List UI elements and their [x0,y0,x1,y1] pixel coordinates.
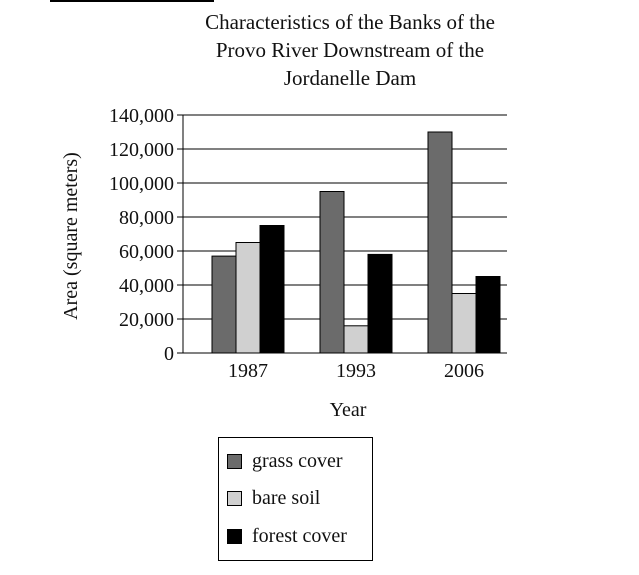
bar-grass-cover-1993 [319,191,345,354]
x-tick-label: 1987 [228,360,268,382]
axes [177,114,507,354]
legend-swatch-forest-cover [227,528,242,544]
chart-title: Characteristics of the Banks of the Prov… [150,8,550,92]
bar-grass-cover-1987 [211,255,237,354]
bar-forest-cover-2006 [475,276,501,354]
bar-bare-soil-1993 [343,325,369,354]
x-tick-label: 1993 [336,360,376,382]
bar-bare-soil-1987 [235,242,261,354]
bars [211,131,501,354]
y-tick-label: 20,000 [119,309,174,331]
legend-swatch-bare-soil [227,490,242,506]
y-tick-label: 40,000 [119,275,174,297]
top-rule [50,0,214,2]
y-tick-label: 140,000 [109,105,174,127]
y-tick-label: 120,000 [109,139,174,161]
legend-item-grass-cover: grass cover [227,449,343,473]
y-tick-label: 80,000 [119,207,174,229]
chart-title-line-1: Characteristics of the Banks of the [205,10,495,34]
y-tick-label: 0 [164,343,174,365]
x-axis-label: Year [330,399,367,421]
y-axis-label: Area (square meters) [60,152,82,320]
tick-labels: 0 20,000 40,000 60,000 80,000 100,000 120,000 1… [109,105,484,382]
chart-title-line-2: Provo River Downstream of the [215,38,485,62]
legend-item-bare-soil: bare soil [227,486,320,510]
legend: grass cover bare soil forest cover [218,437,373,561]
legend-label: forest cover [252,524,347,547]
y-tick-label: 100,000 [109,173,174,195]
chart-title-line-3: Jordanelle Dam [283,66,417,90]
bar-forest-cover-1987 [259,225,285,354]
bar-bare-soil-2006 [451,293,477,354]
x-tick-label: 2006 [444,360,484,382]
bar-grass-cover-2006 [427,131,453,354]
legend-label: bare soil [252,486,321,509]
legend-label: grass cover [252,449,343,472]
y-tick-label: 60,000 [119,241,174,263]
legend-item-forest-cover: forest cover [227,524,347,548]
bar-forest-cover-1993 [367,253,393,354]
legend-swatch-grass-cover [227,453,242,469]
